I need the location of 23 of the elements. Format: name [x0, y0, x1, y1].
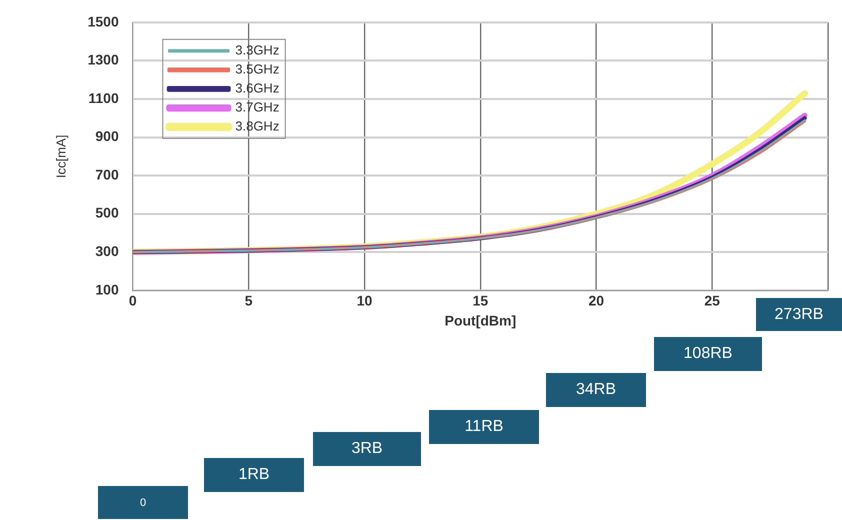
text: 3RB: [313, 432, 421, 466]
y-tick-label: 300: [95, 242, 119, 259]
x-tick-label: 25: [704, 292, 720, 309]
y-tick-label: 100: [95, 281, 119, 298]
x-axis-title: Pout[dBm]: [444, 312, 516, 328]
y-tick-label: 500: [95, 204, 119, 221]
y-axis-title: Icc[mA]: [53, 134, 68, 178]
x-tick-label: 15: [472, 292, 488, 309]
text: 1RB: [204, 458, 304, 492]
x-tick-label: 10: [356, 292, 372, 309]
text: 34RB: [546, 373, 646, 407]
y-tick-label: 1300: [88, 52, 119, 68]
x-tick-label: 0: [128, 292, 137, 309]
text: 0: [98, 486, 188, 519]
y-tick-label: 900: [95, 128, 119, 144]
x-tick-label: 5: [244, 292, 253, 309]
text: 273RB: [756, 298, 842, 331]
text: 11RB: [429, 410, 539, 444]
x-tick-label: 20: [588, 292, 604, 309]
text: 108RB: [654, 337, 762, 371]
y-tick-label: 1100: [88, 90, 119, 106]
y-tick-label: 1500: [88, 13, 119, 30]
y-tick-label: 700: [95, 166, 119, 182]
